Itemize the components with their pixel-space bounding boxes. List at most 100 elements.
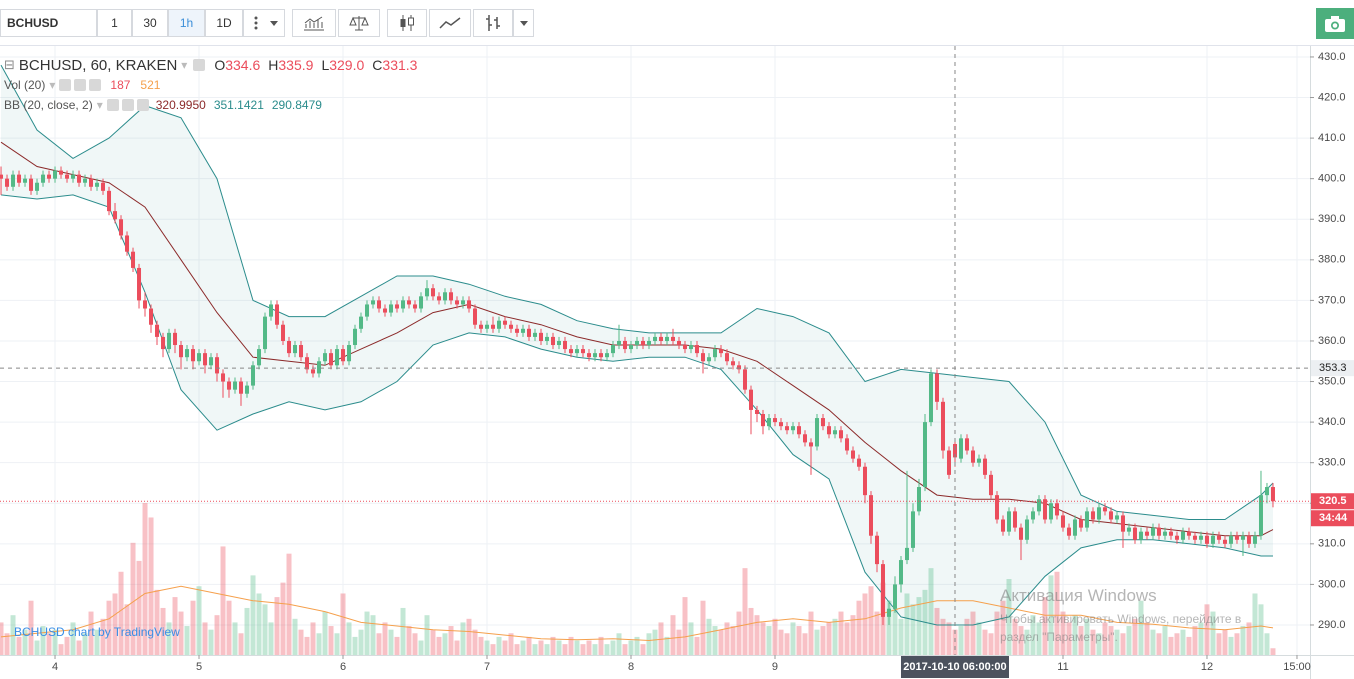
compare-button[interactable] <box>338 9 380 37</box>
candle-body <box>1006 511 1011 532</box>
axis-layer: 290.0300.0310.0320.0330.0340.0350.0360.0… <box>0 46 1354 679</box>
volume-bar <box>1144 622 1150 655</box>
volume-bar <box>580 644 586 655</box>
volume-bar <box>652 629 658 655</box>
last-price-box <box>1311 493 1354 510</box>
candle-body <box>1012 511 1017 528</box>
volume-remove[interactable] <box>89 79 102 91</box>
volume-bar <box>766 626 772 655</box>
volume-name: Vol (20) <box>4 78 46 92</box>
volume-bar <box>1234 633 1240 655</box>
symbol-menu[interactable]: ▾ <box>181 58 188 72</box>
ohlc-value: 329.0 <box>329 57 365 73</box>
volume-bar <box>712 626 718 655</box>
volume-bar <box>370 615 376 655</box>
candle-body <box>461 300 466 305</box>
x-tick-label: 9 <box>772 661 778 673</box>
volume-bar <box>964 618 970 655</box>
camera-icon <box>1325 15 1345 32</box>
candle-body <box>137 267 142 301</box>
volume-bar <box>706 618 712 655</box>
volume-bar <box>796 626 802 655</box>
volume-bar <box>1054 571 1060 655</box>
volume-legend-value: 521 <box>140 78 161 92</box>
snapshot-button[interactable] <box>1316 8 1354 39</box>
candle-body <box>982 458 987 475</box>
volume-bar <box>238 633 244 655</box>
time-axis-bg <box>0 655 1354 679</box>
volume-bar <box>1180 629 1186 655</box>
x-tick-label: 7 <box>484 661 490 673</box>
volume-bar <box>1270 648 1276 655</box>
candle-body <box>1096 507 1101 520</box>
candle-body <box>700 353 705 362</box>
interval-button[interactable]: 30 <box>132 9 168 37</box>
indicators-button[interactable] <box>292 9 336 37</box>
bars-button[interactable] <box>473 9 513 37</box>
volume-bar <box>172 597 178 655</box>
candle-body <box>1138 531 1143 540</box>
candles-button[interactable] <box>387 9 427 37</box>
volume-visibility[interactable] <box>59 79 72 91</box>
crosshair-time-box <box>900 656 1009 678</box>
symbol-input[interactable]: BCHUSD <box>0 9 97 37</box>
candle-body <box>772 418 777 423</box>
bb-settings[interactable] <box>121 99 134 111</box>
volume-bar <box>982 629 988 655</box>
volume-bar <box>64 636 70 655</box>
volume-bar <box>16 636 22 655</box>
legend-main: ⊟ BCHUSD, 60, KRAKEN ▾ O 334.6 H 335.9 L 329.… <box>4 55 417 75</box>
candle-body <box>1156 527 1161 536</box>
volume-bar <box>826 622 832 655</box>
y-tick-label: 380.0 <box>1318 254 1346 266</box>
volume-settings[interactable] <box>74 79 87 91</box>
volume-bar <box>346 622 352 655</box>
volume-menu[interactable]: ▾ <box>49 78 56 92</box>
volume-bar <box>892 607 898 655</box>
ohlc-key: O <box>214 57 226 73</box>
candle-body <box>1102 507 1107 512</box>
candle-body <box>1114 515 1119 520</box>
bb-remove[interactable] <box>136 99 149 111</box>
volume-bar <box>82 633 88 655</box>
y-tick-label: 420.0 <box>1318 91 1346 103</box>
volume-bar <box>820 626 826 655</box>
candle-body <box>467 300 472 309</box>
candle-body <box>1258 495 1263 536</box>
candle-body <box>5 178 10 187</box>
bb-upper-line <box>0 64 1274 520</box>
interval-button[interactable]: 1h <box>168 9 205 37</box>
volume-bar <box>670 615 676 655</box>
candle-body <box>970 450 975 463</box>
volume-bar <box>0 622 4 655</box>
volume-bar <box>1060 611 1066 655</box>
settings-icon[interactable] <box>193 59 206 71</box>
volume-bar <box>760 622 766 655</box>
candle-body <box>802 434 807 443</box>
candle-body <box>17 174 22 183</box>
volume-bar <box>454 640 460 655</box>
volume-bar <box>472 629 478 655</box>
bb-menu[interactable]: ▾ <box>96 98 103 112</box>
volume-bar <box>334 633 340 655</box>
candle-body <box>623 340 628 350</box>
more-intervals[interactable] <box>243 9 285 37</box>
volume-bar <box>838 611 844 655</box>
candle-body <box>287 340 292 354</box>
volume-bar <box>76 640 82 655</box>
candle-body <box>790 426 795 431</box>
candle-body <box>1090 511 1095 520</box>
bb-visibility[interactable] <box>106 99 119 111</box>
candle-body <box>784 426 789 431</box>
volume-bar <box>814 629 820 655</box>
interval-button[interactable]: 1D <box>205 9 243 37</box>
line-button[interactable] <box>429 9 471 37</box>
volume-bar <box>166 622 172 655</box>
watermark[interactable]: BCHUSD chart by TradingView <box>14 625 180 639</box>
volume-bar <box>1090 629 1096 655</box>
volume-bar <box>4 633 10 655</box>
interval-button[interactable]: 1 <box>97 9 132 37</box>
style-dropdown[interactable] <box>513 9 534 37</box>
candle-body <box>808 442 813 447</box>
